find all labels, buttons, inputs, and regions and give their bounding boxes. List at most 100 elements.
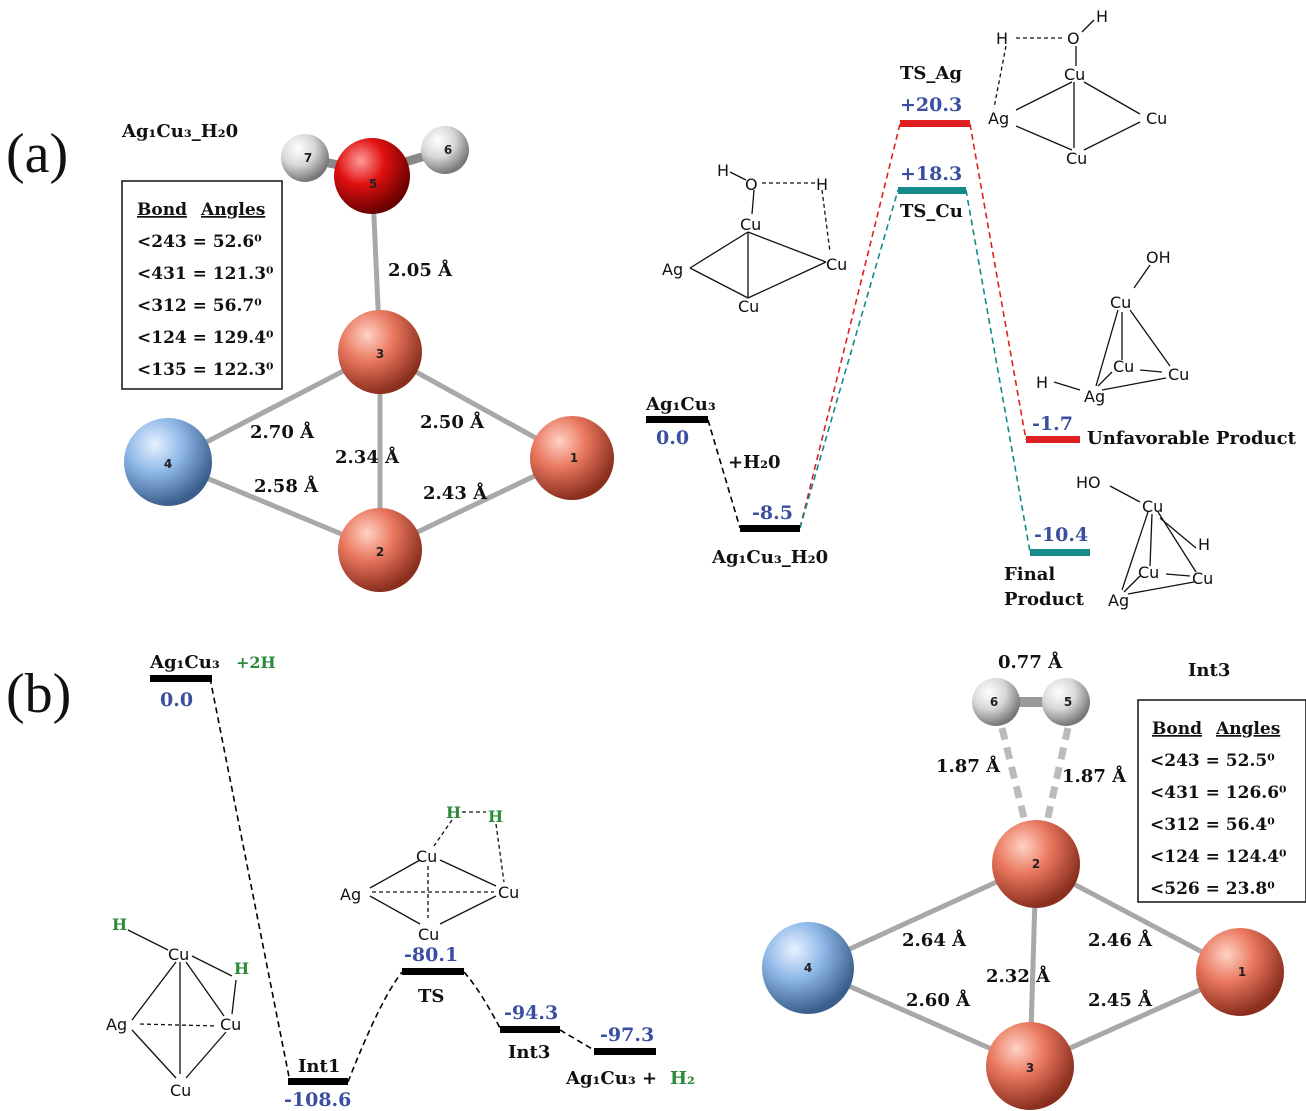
struct-label: Cu (1192, 569, 1213, 588)
struct-label: H (1198, 535, 1210, 554)
struct-label: Cu (1110, 293, 1131, 312)
angles-header-angles: Angles (200, 200, 265, 220)
bond-length: 2.34 Å (335, 445, 400, 468)
silver-atom-4 (762, 922, 854, 1014)
level-name: Int1 (298, 1056, 340, 1077)
copper-atom-3 (338, 310, 422, 394)
level-ag1cu3 (646, 416, 708, 423)
atom-label: 7 (304, 151, 312, 165)
bond-length: 2.64 Å (902, 928, 967, 951)
struct-label: Cu (170, 1081, 191, 1100)
level-int1 (288, 1078, 348, 1085)
atom-label: 4 (804, 961, 812, 975)
connector-line (559, 1029, 595, 1051)
struct-label: Ag (1108, 591, 1129, 610)
hydrogen-atom-6 (972, 678, 1020, 726)
struct-label: Ag (106, 1015, 127, 1034)
panel-a-label: (a) (6, 123, 68, 185)
struct-label: Cu (826, 255, 847, 274)
connector-line-ag (799, 123, 901, 529)
level-name: Ag₁Cu₃_H₂0 (711, 547, 828, 568)
struct-label: OH (1146, 248, 1171, 267)
connector-line-ag (969, 123, 1027, 441)
struct-label: O (745, 175, 758, 194)
level-unfavorable-product (1026, 436, 1080, 443)
bond-length: 2.70 Å (250, 420, 315, 443)
connector-line (707, 419, 741, 529)
angle-row: <431 = 121.3⁰ (137, 264, 274, 284)
struct-label: H (488, 807, 503, 826)
level-name: TS_Ag (900, 63, 962, 84)
copper-atom-2 (338, 508, 422, 592)
level-ag1cu3-h2o (740, 525, 800, 532)
atom-label: 2 (376, 545, 384, 559)
angle-row: <312 = 56.4⁰ (1150, 815, 1275, 835)
struct-label: HO (1076, 473, 1101, 492)
level-name: TS_Cu (900, 201, 963, 222)
atom-label: 6 (990, 695, 998, 709)
atom-label: 5 (1064, 695, 1072, 709)
angle-row: <243 = 52.5⁰ (1150, 751, 1275, 771)
level-name: Ag₁Cu₃ + (565, 1068, 657, 1089)
level-value: -10.4 (1034, 524, 1088, 546)
structure-ts-b (369, 811, 505, 925)
level-ts-ag (900, 120, 970, 127)
struct-label: H (816, 175, 828, 194)
bond-length: 2.50 Å (420, 410, 485, 433)
level-ts-cu (898, 187, 966, 194)
connector-line (209, 677, 291, 1083)
struct-label: Cu (220, 1015, 241, 1034)
structure-int1 (127, 929, 237, 1079)
bond-angles-box-a: Bond Angles <243 = 52.6⁰ <431 = 121.3⁰ <… (121, 180, 283, 390)
atom-label: 3 (376, 347, 384, 361)
step-label: +H₂0 (728, 452, 781, 473)
struct-label: H (446, 803, 461, 822)
level-int3 (500, 1026, 560, 1033)
angle-row: <124 = 129.4⁰ (137, 328, 274, 348)
level-value: 0.0 (656, 427, 689, 449)
bond-length: 2.60 Å (906, 988, 971, 1011)
hydrogen-atom-6 (421, 126, 469, 174)
molecule-a-atoms: 7 6 5 3 4 1 2 (124, 126, 614, 592)
struct-label: Cu (498, 883, 519, 902)
struct-label: O (1067, 29, 1080, 48)
level-ts (402, 968, 464, 975)
angles-header-bond: Bond (1152, 719, 1202, 739)
level-end (594, 1048, 656, 1055)
connector-line-cu (799, 189, 899, 529)
hh-bond-length: 0.77 Å (998, 650, 1063, 673)
atom-label: 4 (164, 457, 172, 471)
structure-final-product (1109, 485, 1197, 595)
struct-label: H (234, 959, 249, 978)
copper-atom-1 (1196, 928, 1284, 1016)
struct-label: Cu (1138, 563, 1159, 582)
struct-label: Ag (662, 260, 683, 279)
level-value: -94.3 (504, 1002, 558, 1024)
panel-b-label: (b) (6, 663, 71, 725)
atom-label: 3 (1026, 1061, 1034, 1075)
structure-unfavorable-product (1053, 264, 1171, 391)
angle-row: <526 = 23.8⁰ (1150, 879, 1275, 899)
bond-length: 2.58 Å (254, 474, 319, 497)
level-value: -8.5 (752, 502, 793, 524)
bond-length: 2.05 Å (388, 258, 453, 281)
copper-atom-3 (986, 1022, 1074, 1110)
level-name: Int3 (508, 1042, 550, 1063)
level-name: Ag₁Cu₃ (645, 394, 716, 415)
angle-row: <124 = 124.4⁰ (1150, 847, 1287, 867)
struct-label: Cu (418, 925, 439, 944)
struct-label: H (717, 161, 729, 180)
level-value: -80.1 (404, 944, 458, 966)
structure-ts-cu (689, 171, 831, 299)
connector-line (463, 971, 501, 1029)
atom-label: 1 (570, 451, 578, 465)
level-value: +20.3 (900, 94, 962, 116)
bond-angles-box-b: Bond Angles <243 = 52.5⁰ <431 = 126.6⁰ <… (1137, 699, 1306, 903)
level-name: Product (1004, 589, 1085, 610)
energy-profile-b: Ag₁Cu₃ +2H 0.0 Int1 -108.6 -80.1 TS -94.… (149, 652, 695, 1111)
atom-label: 1 (1238, 965, 1246, 979)
level-name: Final (1004, 564, 1055, 585)
struct-label: Ag (1084, 387, 1105, 406)
struct-label: H (1096, 7, 1108, 26)
